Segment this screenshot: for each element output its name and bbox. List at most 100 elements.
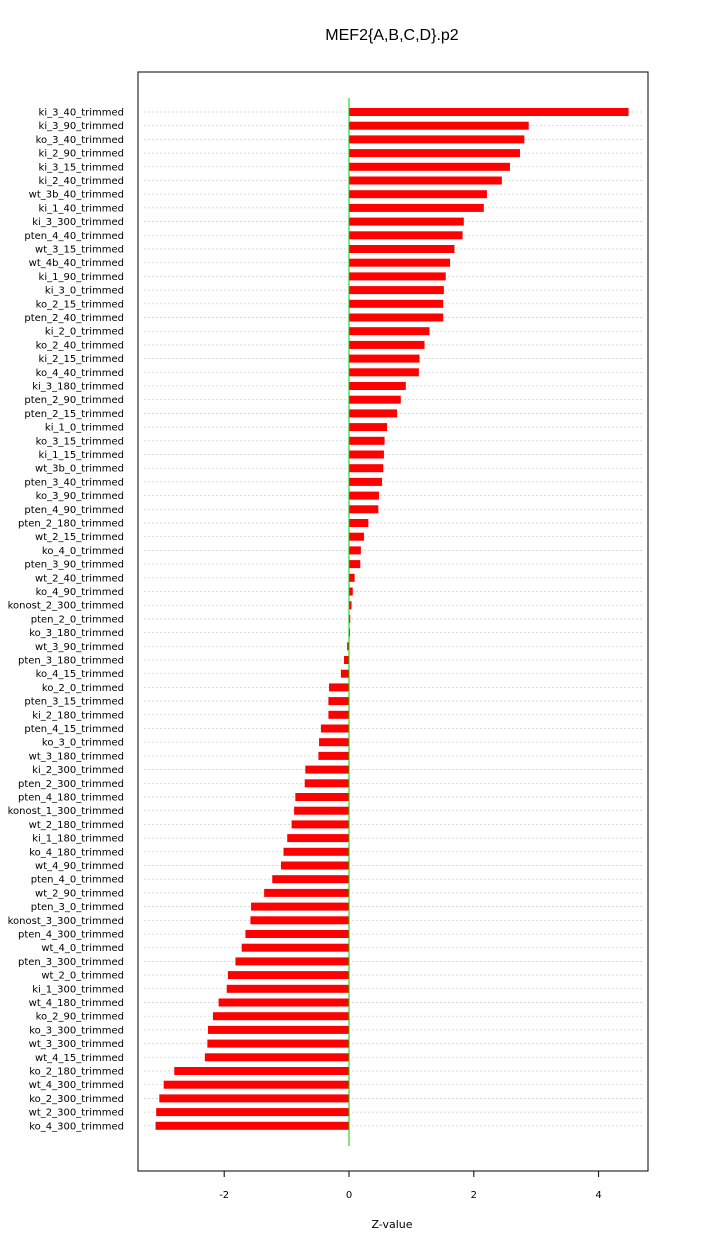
x-tick-label: 4 [595, 1190, 601, 1201]
x-axis: -2 0 2 4 [219, 1171, 602, 1201]
category-label: pten_4_90_trimmed [24, 505, 124, 516]
bar [349, 614, 351, 623]
category-label: ko_3_15_trimmed [36, 436, 124, 447]
category-label: wt_4_90_trimmed [35, 861, 124, 872]
x-axis-label: Z-value [371, 1218, 412, 1231]
bars [155, 108, 629, 1130]
category-label: wt_4_0_trimmed [41, 943, 124, 954]
bar [349, 395, 401, 404]
category-label: wt_4b_40_trimmed [29, 258, 124, 269]
category-label: wt_2_40_trimmed [35, 573, 124, 584]
category-label: ki_3_15_trimmed [39, 162, 124, 173]
category-label: ki_2_90_trimmed [39, 149, 124, 160]
bar [349, 601, 352, 610]
category-label: ki_3_40_trimmed [39, 108, 124, 119]
plot-frame [137, 71, 649, 1172]
category-label: ko_2_0_trimmed [42, 683, 124, 694]
category-label: wt_3_90_trimmed [35, 642, 124, 653]
bar [329, 683, 349, 692]
category-label: ki_2_40_trimmed [39, 176, 124, 187]
bar [349, 354, 420, 363]
category-label: ki_2_0_trimmed [45, 327, 124, 338]
category-label: pten_2_180_trimmed [18, 519, 124, 530]
category-label: pten_4_180_trimmed [18, 793, 124, 804]
bar [287, 834, 349, 843]
category-label: konost_1_300_trimmed [8, 806, 124, 817]
category-label: ko_2_90_trimmed [36, 1012, 124, 1023]
bar [174, 1067, 349, 1075]
bar [305, 765, 349, 774]
category-label: pten_2_0_trimmed [31, 614, 124, 625]
bar [349, 299, 444, 308]
category-label: ko_3_90_trimmed [36, 491, 124, 502]
bar [349, 532, 364, 541]
bar [340, 669, 349, 678]
bar [226, 984, 349, 993]
category-label: ko_2_40_trimmed [36, 340, 124, 351]
category-label: ko_3_300_trimmed [29, 1025, 124, 1036]
bar [347, 642, 349, 651]
category-label: ki_1_300_trimmed [32, 984, 124, 995]
category-label: wt_4_300_trimmed [29, 1080, 124, 1091]
bar [272, 875, 349, 884]
bar [294, 806, 349, 815]
category-label: ko_4_0_trimmed [42, 546, 124, 557]
bar [328, 710, 349, 719]
x-tick-label: -2 [219, 1190, 229, 1201]
category-label: ko_4_15_trimmed [36, 669, 124, 680]
bar [349, 477, 383, 486]
bar [349, 176, 502, 185]
category-label: pten_2_90_trimmed [24, 395, 124, 406]
category-label: wt_4_180_trimmed [29, 998, 124, 1009]
bar [235, 957, 349, 966]
category-label: pten_3_15_trimmed [24, 697, 124, 708]
category-label: ki_1_180_trimmed [32, 834, 124, 845]
bar [349, 368, 419, 377]
category-labels: ki_3_40_trimmed ki_3_90_trimmed ko_3_40_tr… [8, 108, 124, 1133]
bar [349, 546, 361, 555]
category-label: wt_2_15_trimmed [35, 532, 124, 543]
bar [349, 217, 464, 226]
bar [349, 231, 463, 240]
bar [349, 423, 388, 432]
bar [159, 1094, 349, 1103]
bar [349, 464, 384, 473]
bar [218, 998, 349, 1007]
category-label: ko_2_180_trimmed [29, 1067, 124, 1078]
bar [241, 943, 349, 952]
category-label: pten_2_300_trimmed [18, 779, 124, 790]
category-label: wt_4_15_trimmed [35, 1053, 124, 1064]
bar [349, 436, 385, 445]
bar [318, 751, 349, 760]
bar [245, 930, 349, 938]
category-label: ko_4_40_trimmed [36, 368, 124, 379]
bar [264, 888, 349, 897]
bar [349, 587, 353, 596]
category-label: ki_3_180_trimmed [32, 382, 124, 393]
bar [251, 902, 349, 911]
category-label: pten_3_300_trimmed [18, 957, 124, 968]
bar [349, 190, 487, 199]
category-label: ko_3_180_trimmed [29, 628, 124, 639]
category-label: pten_4_40_trimmed [24, 231, 124, 242]
category-label: ki_2_180_trimmed [32, 710, 124, 721]
category-label: ki_3_90_trimmed [39, 121, 124, 132]
bar [349, 560, 361, 569]
category-label: ko_3_40_trimmed [36, 135, 124, 146]
bar [212, 1012, 349, 1021]
category-label: pten_2_40_trimmed [24, 313, 124, 324]
category-label: wt_3b_40_trimmed [29, 190, 124, 201]
category-label: wt_2_300_trimmed [29, 1108, 124, 1119]
bar [349, 258, 451, 267]
category-label: wt_2_180_trimmed [29, 820, 124, 831]
category-label: pten_4_300_trimmed [18, 930, 124, 941]
bar [349, 149, 520, 158]
bar [227, 971, 349, 980]
bar [163, 1080, 349, 1089]
bar [349, 450, 384, 459]
category-label: pten_3_180_trimmed [18, 656, 124, 667]
bar [349, 327, 430, 336]
bar [295, 793, 349, 801]
bar [349, 245, 455, 253]
